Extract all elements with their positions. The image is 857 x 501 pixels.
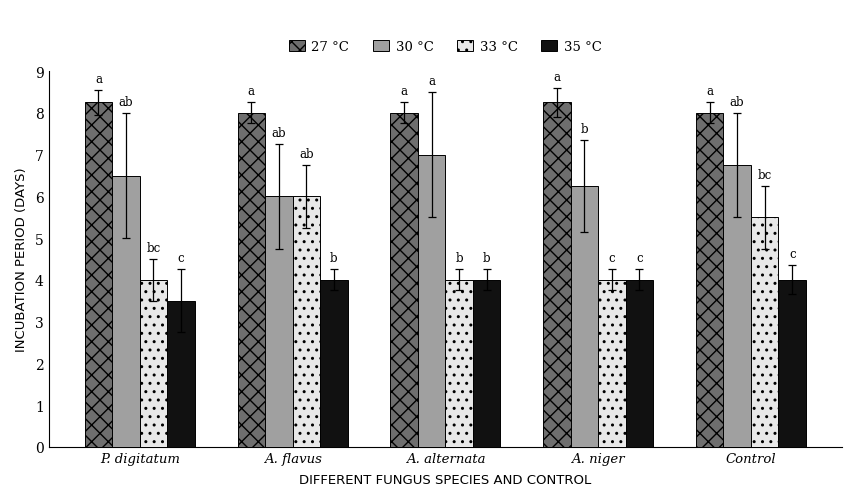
Text: c: c: [608, 252, 615, 265]
Text: ab: ab: [730, 96, 745, 109]
Text: ab: ab: [299, 148, 314, 161]
Legend: 27 °C, 30 °C, 33 °C, 35 °C: 27 °C, 30 °C, 33 °C, 35 °C: [289, 41, 602, 54]
Bar: [390, 114, 418, 447]
Bar: [418, 155, 446, 447]
Text: a: a: [248, 85, 255, 98]
Text: c: c: [177, 252, 184, 265]
Text: b: b: [455, 252, 463, 265]
Text: c: c: [636, 252, 643, 265]
Text: b: b: [482, 252, 490, 265]
Text: a: a: [554, 71, 560, 84]
Bar: [237, 114, 265, 447]
X-axis label: DIFFERENT FUNGUS SPECIES AND CONTROL: DIFFERENT FUNGUS SPECIES AND CONTROL: [299, 473, 591, 486]
Text: bc: bc: [147, 241, 160, 255]
Bar: [723, 166, 751, 447]
Bar: [626, 280, 653, 447]
Text: b: b: [580, 123, 588, 136]
Text: b: b: [330, 252, 338, 265]
Bar: [751, 218, 778, 447]
Text: a: a: [95, 73, 102, 86]
Bar: [85, 103, 112, 447]
Bar: [446, 280, 473, 447]
Text: a: a: [706, 85, 713, 98]
Bar: [778, 280, 806, 447]
Text: c: c: [789, 247, 795, 261]
Bar: [320, 280, 348, 447]
Bar: [598, 280, 626, 447]
Bar: [571, 186, 598, 447]
Bar: [473, 280, 500, 447]
Text: a: a: [400, 85, 408, 98]
Bar: [543, 103, 571, 447]
Text: ab: ab: [118, 96, 134, 109]
Text: ab: ab: [272, 127, 286, 140]
Bar: [696, 114, 723, 447]
Text: bc: bc: [758, 169, 772, 181]
Bar: [112, 176, 140, 447]
Bar: [140, 280, 167, 447]
Text: a: a: [428, 75, 435, 88]
Bar: [292, 197, 320, 447]
Y-axis label: INCUBATION PERIOD (DAYS): INCUBATION PERIOD (DAYS): [15, 167, 28, 352]
Bar: [167, 301, 195, 447]
Bar: [265, 197, 292, 447]
